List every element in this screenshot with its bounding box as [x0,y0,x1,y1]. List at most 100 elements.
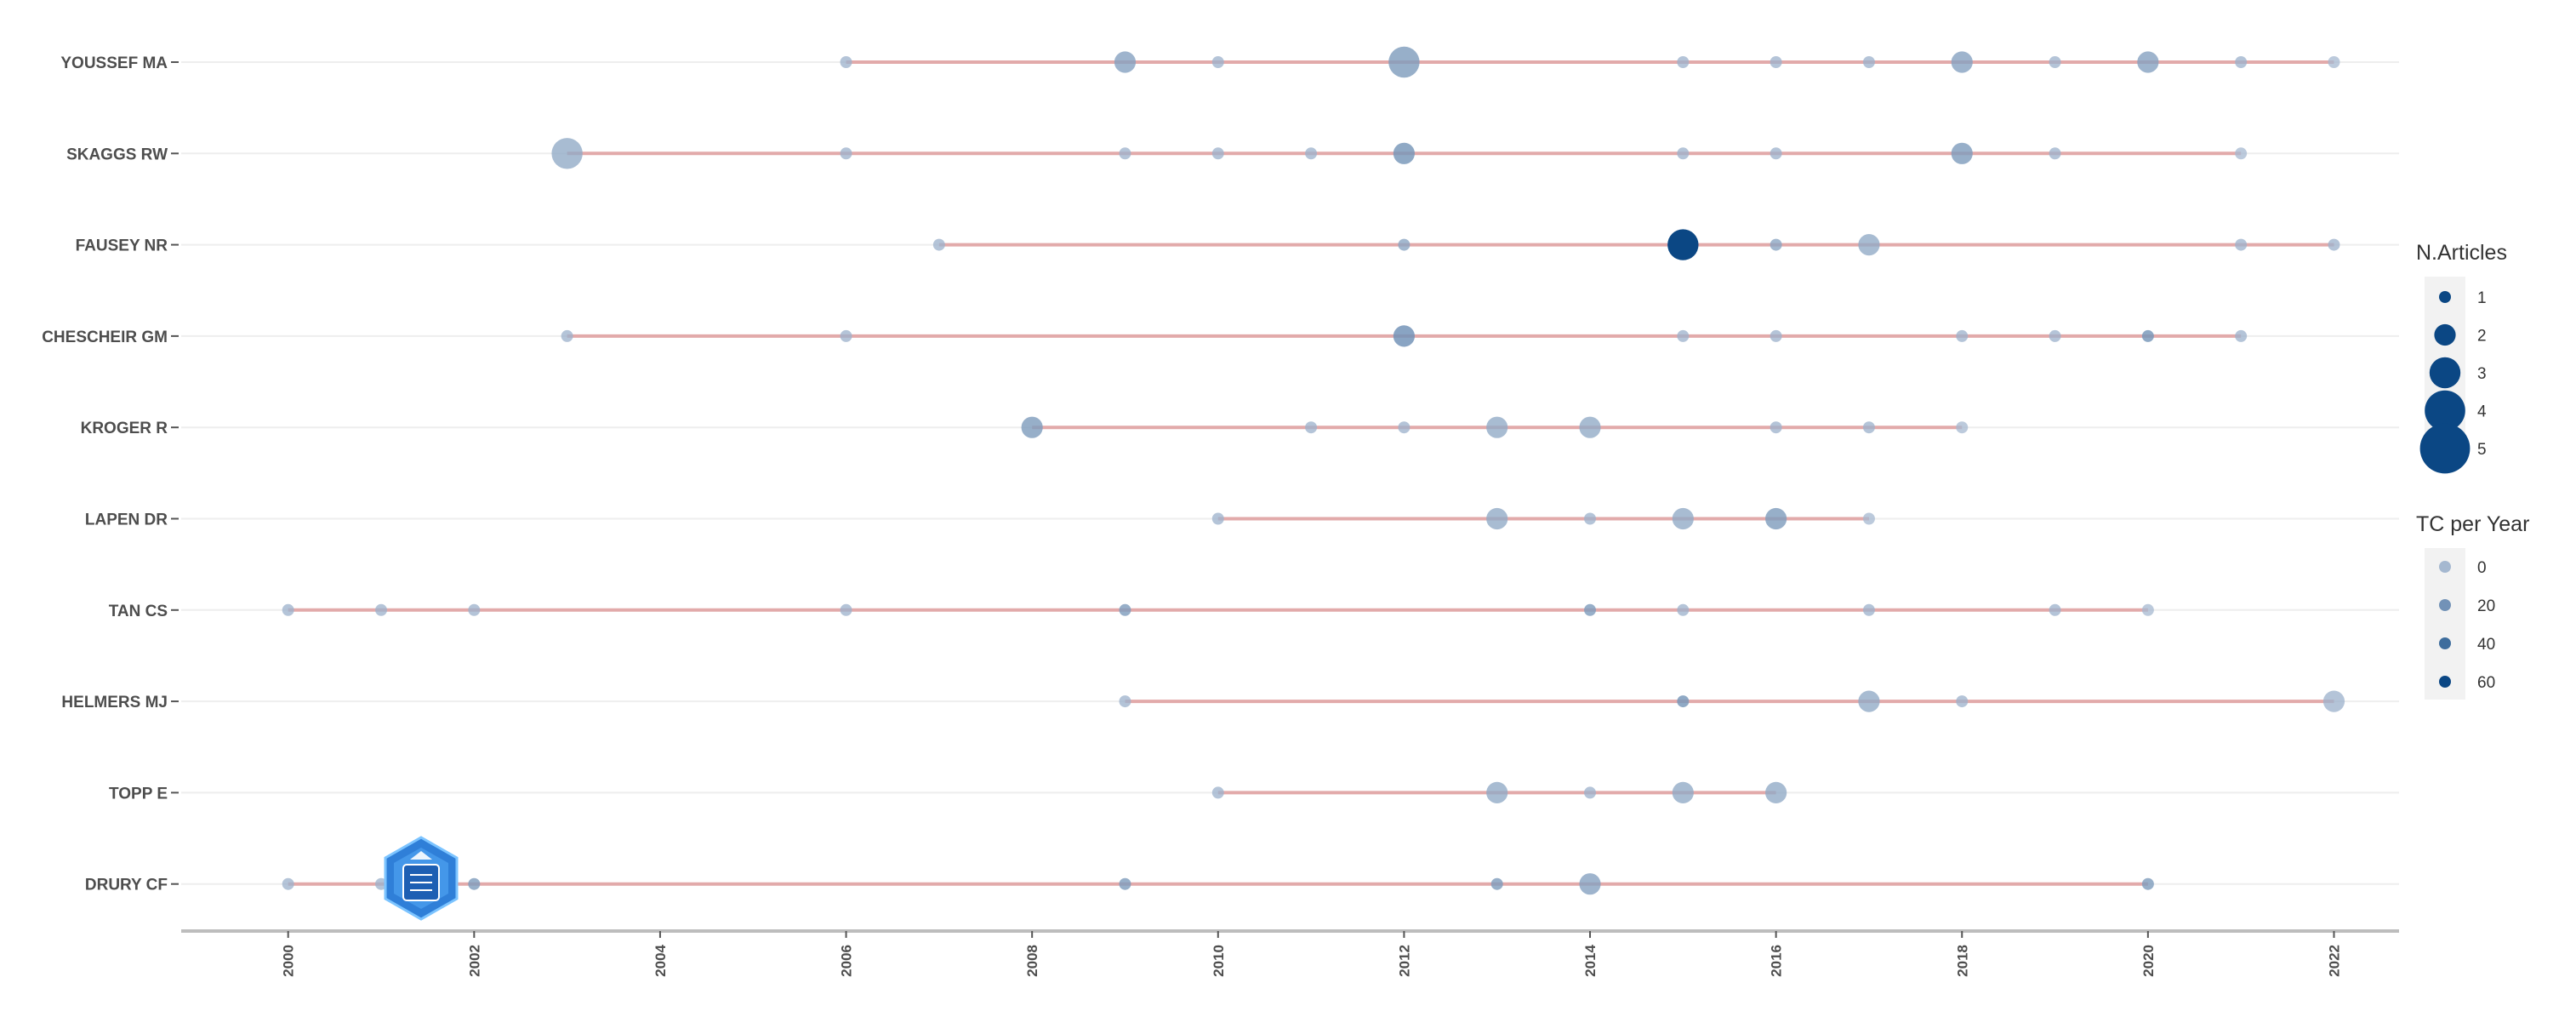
data-point [1770,147,1782,160]
data-point [1677,147,1690,160]
x-tick-label: 2012 [1396,945,1412,977]
data-point [1579,873,1601,895]
data-point [2141,603,2154,616]
data-point [1951,51,1973,73]
data-point [468,877,481,890]
legend-color-key-bg [2425,548,2465,700]
data-point [1770,56,1782,68]
legend-size-title: N.Articles [2416,241,2507,265]
legend-color-label: 20 [2477,597,2495,615]
legend-size-key [2419,423,2471,474]
legend-size-key [2425,390,2465,431]
data-point [2137,51,2159,73]
x-tick-label: 2002 [466,945,482,977]
data-point [1211,786,1224,799]
data-point [1677,56,1690,68]
data-point [1956,329,1969,342]
data-point [1951,142,1973,164]
data-point [1398,238,1411,251]
author-label: CHESCHEIR GM [42,329,168,346]
legend-size-label: 4 [2477,403,2487,421]
author-label: SKAGGS RW [66,146,168,163]
data-point [1770,329,1782,342]
legend-color-key [2439,561,2451,573]
author-label: DRURY CF [85,877,168,894]
author-label: FAUSEY NR [76,237,168,255]
data-point [1486,507,1508,530]
x-tick-label: 2014 [1582,944,1599,976]
data-point [1677,603,1690,616]
data-point [1672,781,1694,804]
data-point [1672,507,1694,530]
data-point [1584,512,1597,525]
data-point [1119,603,1131,616]
author-label: TAN CS [109,603,168,620]
data-point [1584,786,1597,799]
x-tick-label: 2008 [1024,945,1040,977]
data-point [1677,329,1690,342]
x-tick-label: 2016 [1769,945,1785,977]
data-point [1765,507,1787,530]
data-point [282,877,294,890]
data-point [1393,142,1416,164]
x-tick-label: 2006 [839,945,855,977]
data-point [1119,877,1131,890]
data-point [1770,238,1782,251]
data-point [1305,147,1318,160]
legend-size-key [2439,291,2451,303]
data-point [2049,147,2061,160]
data-point [2235,147,2248,160]
legend-size-label: 1 [2477,289,2487,307]
data-point [1770,421,1782,434]
data-point [1677,695,1690,708]
author-label: KROGER R [81,420,168,437]
data-point [1119,695,1131,708]
data-point [1584,603,1597,616]
data-point [1114,51,1137,73]
data-point [1211,56,1224,68]
legend-color-key [2439,676,2451,688]
legend-size-label: 5 [2477,441,2487,459]
data-point [1119,147,1131,160]
legend-tc-per-year: TC per Year 0 20 40 60 [2416,512,2529,700]
data-point [1858,690,1880,712]
data-point [1862,421,1875,434]
data-point [2049,603,2061,616]
legend-color-label: 40 [2477,636,2495,654]
data-point [1862,603,1875,616]
data-point [1862,56,1875,68]
x-tick-label: 2020 [2140,945,2157,977]
data-point [2049,56,2061,68]
data-point [2328,56,2340,68]
legend-size-label: 2 [2477,328,2487,346]
legend-color-key [2439,637,2451,649]
data-point [840,329,852,342]
data-point [1393,325,1416,347]
data-points [282,46,2345,895]
data-point [468,603,481,616]
timeline-lines [288,60,2334,886]
data-point [282,603,294,616]
data-point [2235,238,2248,251]
author-label: TOPP E [109,785,168,803]
data-point [1486,781,1508,804]
author-label: LAPEN DR [85,511,168,529]
author-label: YOUSSEF MA [60,54,168,72]
data-point [2322,690,2345,712]
data-point [1211,147,1224,160]
data-point [840,603,852,616]
data-point [1388,46,1420,78]
data-point [1765,781,1787,804]
data-point [2141,329,2154,342]
data-point [2235,329,2248,342]
legend-color-label: 0 [2477,559,2487,577]
y-axis: YOUSSEF MA SKAGGS RW FAUSEY NR CHESCHEIR GM… [42,54,179,894]
data-point [1858,234,1880,256]
data-point [561,329,573,342]
legend-size-label: 3 [2477,365,2487,383]
grid-lines [181,61,2399,885]
data-point [1398,421,1411,434]
x-tick-label: 2004 [653,944,669,976]
x-tick-label: 2010 [1211,945,1227,977]
data-point [2141,877,2154,890]
